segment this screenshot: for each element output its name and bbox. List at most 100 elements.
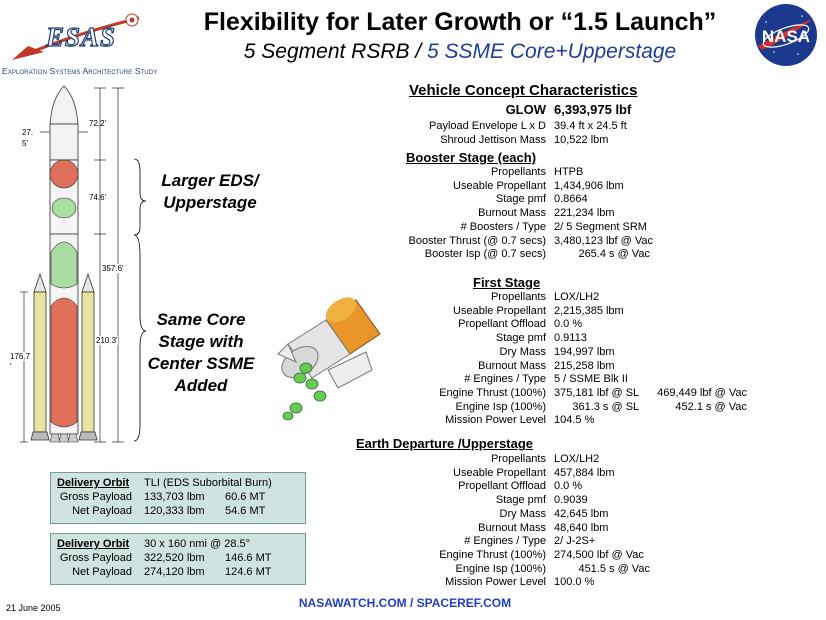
booster-row: Booster Isp (@ 0.7 secs) 265.4 s @ Vac	[0, 248, 826, 261]
first-stage-row: Useable Propellant 2,215,385 lbm	[0, 305, 826, 318]
first-stage-label: Engine Thrust (100%)	[439, 386, 546, 399]
dim-booster-length-unit: '	[10, 362, 12, 371]
first-stage-row: Burnout Mass 215,258 lbm	[0, 360, 826, 373]
eds-value: 2/ J-2S+	[554, 535, 596, 548]
orbit-tli-gross-label: Gross Payload	[59, 491, 132, 503]
first-stage-value: 0.9113	[554, 332, 587, 345]
first-stage-label: Dry Mass	[499, 345, 546, 358]
eds-label: Engine Thrust (100%)	[439, 548, 546, 561]
eds-row: Stage pmf 0.9039	[0, 494, 826, 507]
eds-value: LOX/LH2	[554, 453, 600, 465]
engine-cluster-illustration	[277, 297, 381, 421]
eds-label: Propellants	[490, 453, 546, 465]
orbit-leo-gross-lbm: 322,520 lbm	[144, 552, 205, 564]
eds-row: Propellants LOX/LH2	[0, 453, 826, 466]
eds-value: 42,645 lbm	[554, 507, 609, 520]
dim-total-height: 357.6'	[102, 264, 124, 273]
booster-row: Booster Thrust (@ 0.7 secs) 3,480,123 lbf…	[0, 235, 826, 248]
booster-value: 0.8664	[554, 193, 588, 206]
orbit-tli-gross-lbm: 133,703 lbm	[144, 491, 205, 503]
core-callout-line4: Added	[174, 376, 228, 395]
glow-value: 6,393,975 lbf	[554, 102, 632, 117]
booster-label: Burnout Mass	[478, 207, 546, 220]
eds-label: Propellant Offload	[458, 480, 546, 493]
booster-label: # Boosters / Type	[460, 220, 546, 233]
orbit-leo-net-lbm: 274,120 lbm	[144, 566, 205, 578]
core-callout: Same Core Stage with Center SSME Added	[146, 309, 256, 397]
footer-date: 21 June 2005	[6, 603, 61, 613]
subtitle-part2: 5 SSME Core+Upperstage	[427, 40, 677, 63]
dim-eds-length: 74.6'	[89, 193, 107, 202]
left-booster	[30, 272, 50, 441]
glow-label: GLOW	[505, 102, 546, 117]
eds-row: Burnout Mass 48,640 lbm	[0, 522, 826, 535]
first-stage-label: Burnout Mass	[478, 359, 546, 372]
eds-callout-line2: Upperstage	[163, 193, 257, 212]
booster-value: 221,234 lbm	[554, 207, 615, 220]
booster-row: Useable Propellant 1,434,906 lbm	[0, 180, 826, 193]
eds-value: 451.5 s @ Vac	[554, 562, 650, 575]
right-booster	[78, 272, 98, 441]
eds-row: Useable Propellant 457,884 lbm	[0, 467, 826, 480]
booster-label: Stage pmf	[495, 193, 546, 206]
page-subtitle: 5 Segment RSRB / 5 SSME Core+Upperstage	[150, 40, 770, 64]
booster-value: 1,434,906 lbm	[554, 179, 624, 192]
first-stage-heading: First Stage	[473, 275, 541, 290]
orbit-tli-net-mt: 54.6 MT	[225, 505, 266, 517]
first-stage-label: Mission Power Level	[445, 414, 546, 427]
orbit-tli-net-label: Net Payload	[72, 505, 132, 517]
first-stage-label: Engine Isp (100%)	[455, 400, 547, 413]
page-title: Flexibility for Later Growth or “1.5 Lau…	[203, 8, 717, 36]
first-stage-row: Mission Power Level 104.5 %	[0, 414, 826, 427]
eds-value: 274,500 lbf @ Vac	[554, 548, 644, 561]
eds-label: Stage pmf	[495, 494, 546, 507]
booster-label: Propellants	[490, 166, 546, 178]
first-stage-value: LOX/LH2	[554, 291, 600, 303]
envelope-row: Payload Envelope L x D 39.4 ft x 24.5 ft	[0, 120, 826, 133]
booster-label: Useable Propellant	[453, 179, 546, 192]
dim-diameter-unit: 5'	[22, 139, 28, 148]
eds-label: Mission Power Level	[445, 576, 546, 589]
characteristics-heading: Vehicle Concept Characteristics	[409, 82, 638, 99]
dim-shroud-length: 72.2'	[89, 119, 107, 128]
booster-label: Booster Isp (@ 0.7 secs)	[424, 248, 546, 261]
first-stage-value: 0.0 %	[554, 318, 583, 331]
subtitle-part1: 5 Segment RSRB /	[243, 40, 428, 63]
nasa-logo: NASA	[755, 4, 817, 66]
orbit-leo-net-mt: 124.6 MT	[225, 566, 272, 578]
booster-row: # Boosters / Type 2/ 5 Segment SRM	[0, 221, 826, 234]
esas-logo-word: ESAS	[45, 21, 117, 52]
booster-value: 3,480,123 lbf @ Vac	[554, 234, 654, 247]
esas-logo-subtitle: Exploration Systems Architecture Study	[2, 66, 158, 76]
first-stage-row: Dry Mass 194,997 lbm	[0, 346, 826, 359]
envelope-label: Shroud Jettison Mass	[440, 133, 546, 146]
first-stage-value: 2,215,385 lbm	[554, 304, 624, 317]
core-callout-line3: Center SSME	[147, 354, 255, 373]
envelope-label: Payload Envelope L x D	[429, 120, 546, 132]
envelope-value: 39.4 ft x 24.5 ft	[554, 120, 627, 132]
booster-row: Stage pmf 0.8664	[0, 193, 826, 206]
eds-row: Propellant Offload 0.0 %	[0, 480, 826, 493]
orbit-leo-box: Delivery Orbit 30 x 160 nmi @ 28.5° Gros…	[50, 533, 306, 585]
booster-label: Booster Thrust (@ 0.7 secs)	[408, 234, 546, 247]
orbit-leo-heading: Delivery Orbit	[57, 538, 130, 550]
first-stage-value: 194,997 lbm	[554, 345, 615, 358]
eds-value: 457,884 lbm	[554, 466, 615, 479]
eds-value: 0.0 %	[554, 480, 583, 493]
first-stage-row: Engine Thrust (100%) 375,181 lbf @ SL 469…	[0, 387, 826, 400]
eds-label: Burnout Mass	[478, 521, 546, 534]
eds-row: Engine Thrust (100%) 274,500 lbf @ Vac	[0, 549, 826, 562]
dim-diameter: 27.	[22, 128, 34, 137]
eds-value: 100.0 %	[554, 576, 595, 589]
first-stage-label: Useable Propellant	[453, 304, 546, 317]
eds-value: 0.9039	[554, 494, 588, 507]
orbit-tli-gross-mt: 60.6 MT	[225, 491, 266, 503]
core-callout-line2: Stage with	[158, 332, 244, 351]
eds-label: Engine Isp (100%)	[455, 562, 547, 575]
envelope-row: Shroud Jettison Mass 10,522 lbm	[0, 134, 826, 147]
eds-label: # Engines / Type	[464, 535, 546, 548]
esas-logo	[12, 13, 140, 60]
rocket-diagram	[20, 85, 124, 443]
first-stage-row: Stage pmf 0.9113	[0, 332, 826, 345]
footer-link[interactable]: NASAWATCH.COM / SPACEREF.COM	[298, 596, 512, 610]
